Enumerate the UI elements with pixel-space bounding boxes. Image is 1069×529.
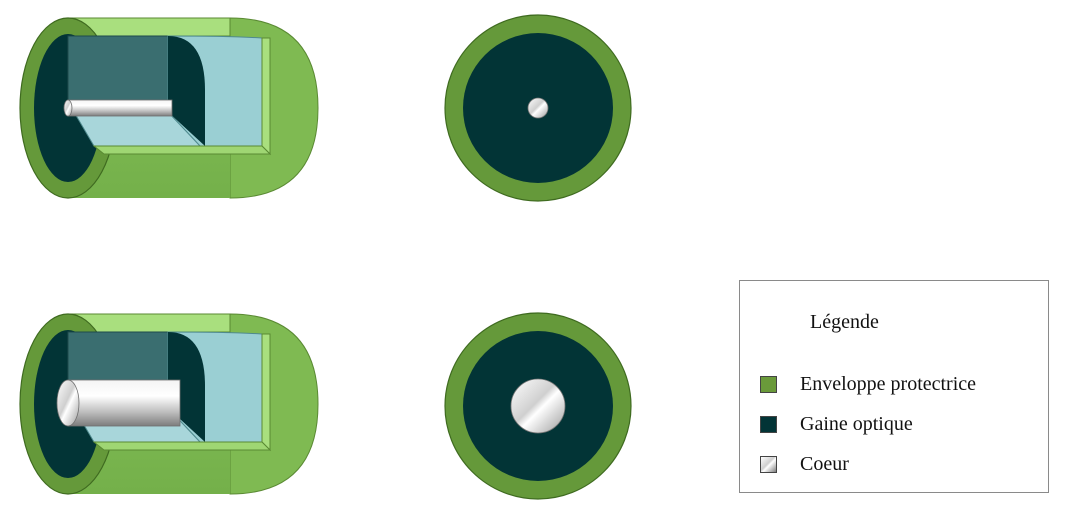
cladding-inner-shadow: [168, 36, 205, 146]
legend-title: Légende: [810, 311, 879, 333]
jacket-cut-edge: [261, 37, 271, 156]
cross-section-thin-core: [444, 14, 632, 202]
legend-item-coeur: Coeur: [760, 453, 849, 475]
legend-swatch-gaine: [760, 415, 777, 433]
legend-swatch-coeur: [760, 455, 777, 473]
jacket-cut-bottom: [92, 145, 272, 155]
core-disc: [527, 97, 549, 119]
cladding-cut-top: [67, 35, 169, 113]
core-cylinder: [67, 99, 173, 117]
legend-label-gaine: Gaine optique: [800, 412, 913, 435]
legend-swatch-enveloppe: [760, 375, 777, 393]
legend: Légende Enveloppe protectrice Gaine opti…: [739, 280, 1049, 493]
jacket-cut-edge: [261, 333, 271, 452]
jacket-cut-bottom: [92, 441, 272, 451]
cross-section-thick-core: [444, 312, 632, 500]
core-disc: [510, 378, 566, 434]
core-front-face: [63, 99, 73, 117]
legend-item-gaine: Gaine optique: [760, 413, 913, 435]
fiber-3d-thin-core: [19, 17, 319, 199]
fiber-3d-thick-core: [19, 313, 319, 495]
legend-item-enveloppe: Enveloppe protectrice: [760, 373, 976, 395]
legend-label-enveloppe: Enveloppe protectrice: [800, 372, 977, 395]
core-front-face: [56, 379, 80, 427]
core-cylinder: [67, 379, 181, 427]
legend-label-coeur: Coeur: [800, 452, 849, 475]
